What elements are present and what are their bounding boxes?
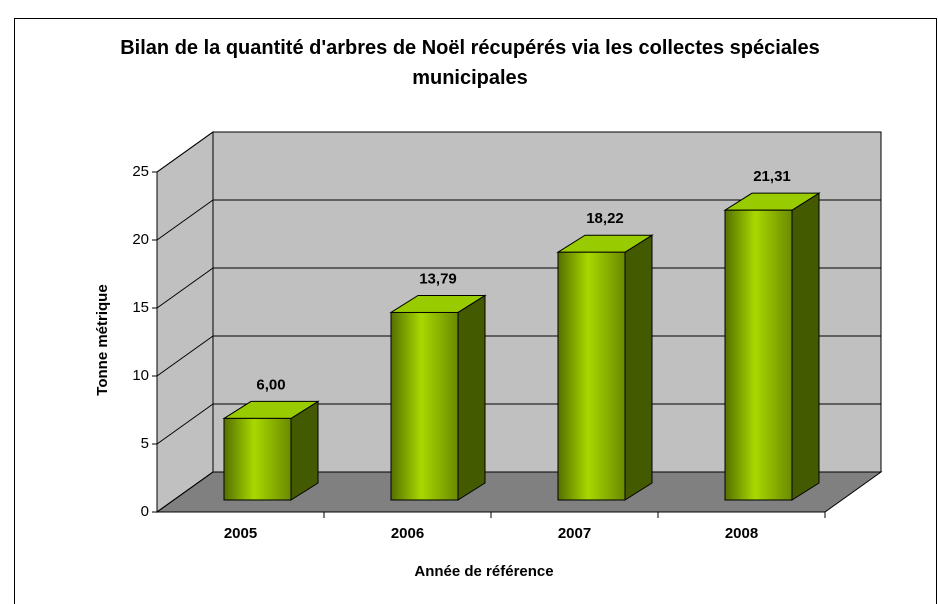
bar-side: [791, 192, 820, 501]
data-label: 21,31: [753, 168, 791, 185]
bar-side: [457, 294, 486, 501]
y-tick-label: 0: [141, 503, 149, 520]
x-tick-label: 2006: [391, 525, 424, 542]
y-tick-label: 15: [132, 299, 149, 316]
side-wall: [156, 131, 214, 513]
y-tick-label: 10: [132, 367, 149, 384]
data-label: 18,22: [586, 210, 624, 227]
side-grid-line: [156, 403, 214, 445]
bar-side: [624, 234, 653, 501]
side-grid-line: [156, 267, 214, 309]
y-tick-label: 25: [132, 163, 149, 180]
bar: [390, 311, 459, 501]
x-tick-label: 2008: [725, 525, 758, 542]
data-label: 13,79: [419, 270, 457, 287]
side-grid-line: [156, 335, 214, 377]
x-tick-label: 2005: [224, 525, 257, 542]
chart-title: Bilan de la quantité d'arbres de Noël ré…: [120, 37, 820, 89]
x-axis-label: Année de référence: [414, 563, 553, 580]
y-axis-label: Tonne métrique: [94, 284, 111, 395]
x-tick-label: 2007: [558, 525, 591, 542]
bar: [724, 209, 793, 501]
y-tick-label: 5: [141, 435, 149, 452]
side-grid-line: [156, 131, 214, 173]
side-grid-line: [156, 471, 214, 513]
bar: [223, 417, 292, 501]
data-label: 6,00: [256, 376, 285, 393]
y-tick-label: 20: [132, 231, 149, 248]
side-grid-line: [156, 199, 214, 241]
bar: [557, 251, 626, 501]
